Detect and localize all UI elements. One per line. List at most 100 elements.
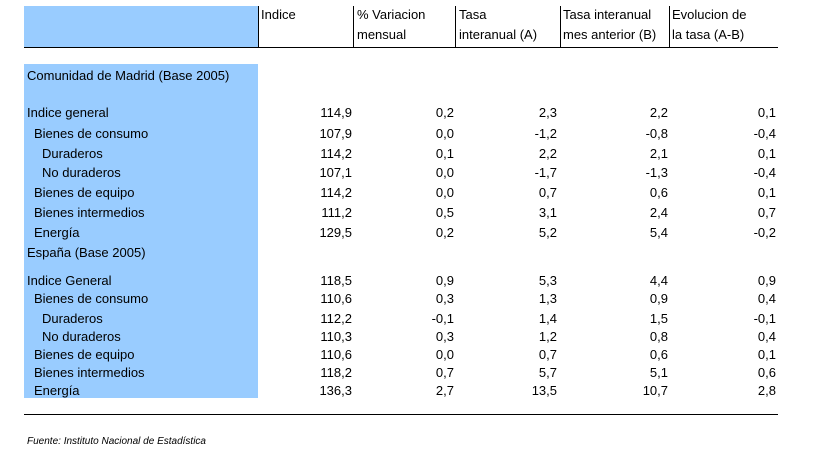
cell-indice: 114,2: [320, 185, 352, 200]
row-label: Bienes intermedios: [34, 205, 145, 220]
header-tasa-line1: Tasa: [459, 7, 487, 22]
cell-variacion: 0,0: [435, 347, 454, 362]
cell-tasa-anterior: -1,3: [645, 165, 668, 180]
section-title-espana: España (Base 2005): [27, 245, 146, 260]
cell-indice: 114,2: [320, 146, 352, 161]
row-label: Bienes de consumo: [34, 291, 149, 306]
row-label: Duraderos: [42, 311, 103, 326]
header-divider-5: [669, 6, 670, 48]
header-divider-1: [258, 6, 259, 48]
cell-evolucion: -0,4: [753, 165, 776, 180]
cell-tasa-anterior: 0,6: [649, 347, 668, 362]
cell-indice: 110,6: [320, 291, 352, 306]
cell-evolucion: 0,4: [757, 291, 776, 306]
row-label: Bienes intermedios: [34, 365, 145, 380]
header-divider-4: [560, 6, 561, 48]
header-variacion-line1: % Variacion: [357, 7, 426, 22]
cell-evolucion: 0,1: [757, 347, 776, 362]
row-label: Duraderos: [42, 146, 103, 161]
cell-tasa-anterior: -0,8: [645, 126, 668, 141]
cell-tasa-anterior: 0,8: [649, 329, 668, 344]
cell-variacion: 0,0: [435, 185, 454, 200]
cell-variacion: -0,1: [431, 311, 454, 326]
header-tasa-anterior-line1: Tasa interanual: [563, 7, 652, 22]
header-tasa-anterior-line2: mes anterior (B): [563, 27, 657, 42]
cell-tasa-anterior: 5,1: [649, 365, 668, 380]
header-evolucion-line1: Evolucion de: [672, 7, 747, 22]
row-label: No duraderos: [42, 165, 121, 180]
cell-evolucion: 0,1: [757, 185, 776, 200]
cell-tasa-anterior: 2,2: [649, 105, 668, 120]
cell-tasa-interanual: 0,7: [538, 185, 557, 200]
cell-variacion: 0,2: [435, 105, 454, 120]
cell-indice: 107,9: [319, 126, 352, 141]
cell-evolucion: -0,4: [753, 126, 776, 141]
cell-tasa-interanual: 13,5: [531, 383, 557, 398]
row-label: Bienes de equipo: [34, 347, 135, 362]
cell-evolucion: 2,8: [757, 383, 776, 398]
cell-variacion: 0,3: [435, 291, 454, 306]
row-label: Energía: [34, 225, 80, 240]
cell-variacion: 0,3: [435, 329, 454, 344]
label-column-background: [24, 64, 258, 398]
cell-tasa-anterior: 0,6: [649, 185, 668, 200]
cell-indice: 118,2: [320, 365, 352, 380]
cell-tasa-interanual: 0,7: [538, 347, 557, 362]
cell-tasa-interanual: -1,7: [534, 165, 557, 180]
cell-variacion: 0,1: [435, 146, 454, 161]
cell-evolucion: 0,7: [757, 205, 776, 220]
cell-indice: 107,1: [319, 165, 352, 180]
cell-indice: 111,2: [321, 205, 352, 220]
cell-tasa-anterior: 2,1: [649, 146, 668, 161]
cell-evolucion: 0,6: [757, 365, 776, 380]
cell-variacion: 2,7: [435, 383, 454, 398]
cell-tasa-anterior: 10,7: [642, 383, 668, 398]
cell-indice: 114,9: [320, 105, 352, 120]
cell-variacion: 0,9: [435, 273, 454, 288]
cell-evolucion: -0,2: [753, 225, 776, 240]
cell-evolucion: 0,9: [757, 273, 776, 288]
table-bottom-rule: [24, 414, 778, 415]
cell-indice: 110,6: [320, 347, 352, 362]
cell-tasa-interanual: 5,2: [538, 225, 557, 240]
header-variacion-line2: mensual: [357, 27, 407, 42]
cell-tasa-interanual: 5,3: [538, 273, 557, 288]
cell-indice: 136,3: [319, 383, 352, 398]
cell-tasa-interanual: -1,2: [534, 126, 557, 141]
cell-tasa-interanual: 2,2: [538, 146, 557, 161]
cell-variacion: 0,7: [435, 365, 454, 380]
cell-variacion: 0,5: [435, 205, 454, 220]
header-tasa-line2: interanual (A): [459, 27, 538, 42]
header-evolucion-line2: la tasa (A-B): [672, 27, 745, 42]
cell-indice: 129,5: [319, 225, 352, 240]
cell-tasa-anterior: 1,5: [649, 311, 668, 326]
row-label: No duraderos: [42, 329, 121, 344]
cell-tasa-interanual: 1,3: [538, 291, 557, 306]
row-label: Bienes de consumo: [34, 126, 149, 141]
row-label: Indice general: [27, 105, 109, 120]
cell-variacion: 0,0: [435, 126, 454, 141]
cell-evolucion: -0,1: [753, 311, 776, 326]
cell-variacion: 0,2: [435, 225, 454, 240]
row-label: Energía: [34, 383, 80, 398]
source-note: Fuente: Instituto Nacional de Estadístic…: [27, 436, 206, 447]
section-title-madrid: Comunidad de Madrid (Base 2005): [27, 68, 230, 83]
cell-tasa-anterior: 4,4: [649, 273, 668, 288]
cell-tasa-anterior: 2,4: [649, 205, 668, 220]
cell-evolucion: 0,4: [757, 329, 776, 344]
cell-evolucion: 0,1: [757, 146, 776, 161]
header-divider-2: [353, 6, 354, 48]
row-label: Bienes de equipo: [34, 185, 135, 200]
cell-indice: 110,3: [320, 329, 352, 344]
header-background: [24, 6, 258, 48]
cell-evolucion: 0,1: [757, 105, 776, 120]
cell-tasa-interanual: 1,4: [538, 311, 557, 326]
header-indice: Indice: [261, 7, 296, 22]
cell-tasa-interanual: 3,1: [538, 205, 557, 220]
cell-tasa-anterior: 0,9: [649, 291, 668, 306]
cell-tasa-interanual: 5,7: [538, 365, 557, 380]
cell-variacion: 0,0: [435, 165, 454, 180]
cell-tasa-interanual: 1,2: [538, 329, 557, 344]
header-divider-3: [455, 6, 456, 48]
cell-indice: 118,5: [320, 273, 352, 288]
